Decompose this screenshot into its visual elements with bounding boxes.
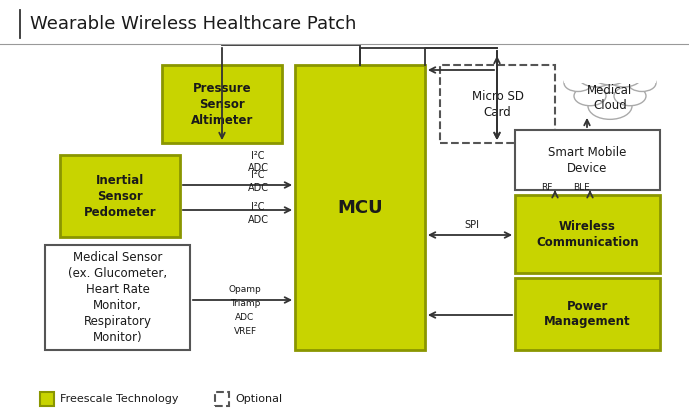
Bar [440,65,555,143]
Bar [564,58,656,83]
Bar [60,155,180,237]
Circle shape [592,63,628,85]
Text: SPI: SPI [464,220,480,230]
Text: ADC: ADC [247,183,269,193]
Text: ADC: ADC [236,314,255,323]
Text: Micro SD
Card: Micro SD Card [471,89,524,118]
Text: I²C
ADC: I²C ADC [247,151,269,173]
Text: Optional: Optional [235,394,282,404]
Text: VREF: VREF [234,327,256,336]
Circle shape [614,86,646,106]
Circle shape [588,93,632,120]
Text: Opamp: Opamp [229,285,261,295]
Bar [45,245,190,350]
Bar [515,278,660,350]
Text: Inertial
Sensor
Pedometer: Inertial Sensor Pedometer [83,173,156,219]
Text: ADC: ADC [247,215,269,225]
Text: Smart Mobile
Device: Smart Mobile Device [548,145,627,174]
Text: I²C: I²C [251,202,265,212]
Circle shape [564,74,592,92]
Text: Medical
Cloud: Medical Cloud [588,84,633,112]
Bar [162,65,282,143]
Text: Freescale Technology: Freescale Technology [60,394,178,404]
Text: I²C: I²C [251,170,265,180]
Circle shape [574,86,606,106]
Text: Power
Management: Power Management [544,300,631,329]
Text: Medical Sensor
(ex. Glucometer,
Heart Rate
Monitor,
Respiratory
Monitor): Medical Sensor (ex. Glucometer, Heart Ra… [68,251,167,344]
Text: Wearable Wireless Healthcare Patch: Wearable Wireless Healthcare Patch [30,15,356,33]
Text: BLE: BLE [574,184,590,193]
Bar [295,65,425,350]
Circle shape [628,74,656,92]
Text: Wireless
Communication: Wireless Communication [536,219,639,248]
Bar [40,392,54,406]
Text: MCU: MCU [337,199,383,217]
Text: Pressure
Sensor
Altimeter: Pressure Sensor Altimeter [191,82,253,127]
Circle shape [606,65,642,87]
Text: Triamp: Triamp [230,300,260,308]
Bar [215,392,229,406]
Bar [515,195,660,273]
Bar [515,130,660,190]
Circle shape [578,65,614,87]
Text: RF: RF [542,184,553,193]
